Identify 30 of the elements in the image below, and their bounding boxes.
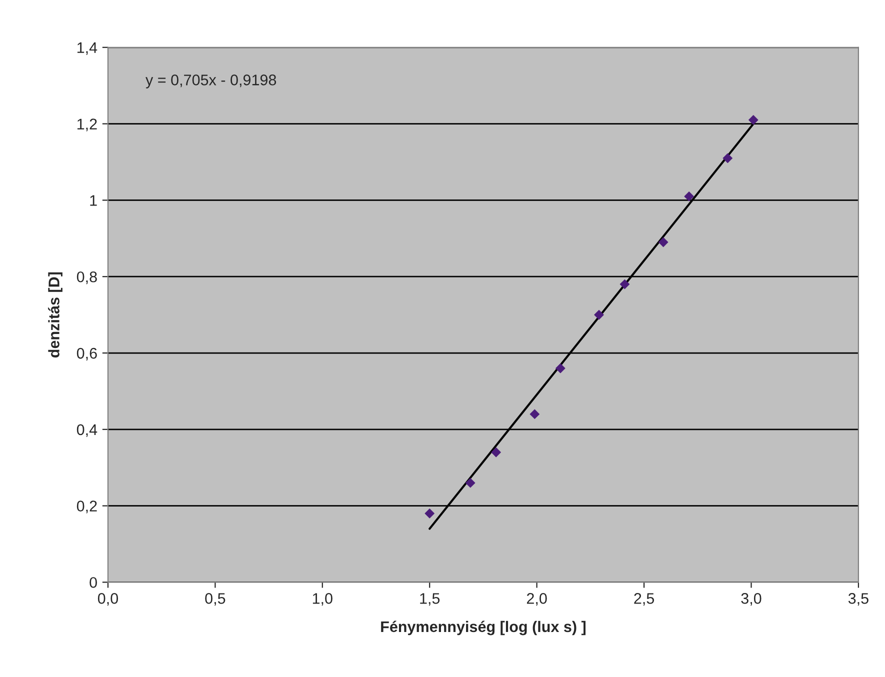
y-tick-label: 1	[90, 195, 97, 206]
point	[684, 192, 694, 202]
point	[748, 115, 758, 125]
point	[620, 279, 630, 290]
y-tick-label: 0,2	[76, 500, 97, 514]
point	[658, 237, 668, 248]
y-tick-label: 0,6	[76, 348, 97, 360]
x-tick-label: 3,5	[848, 593, 868, 606]
point	[594, 310, 604, 320]
x-tick-label: 0,5	[205, 593, 226, 606]
x-tick-label: 3,0	[741, 593, 762, 606]
y-tick-label: 1,4	[77, 42, 98, 55]
x-tick-label: 2,5	[634, 593, 654, 606]
y-axis-title: denzitás [D]	[48, 272, 62, 358]
x-tick-label: 0,0	[98, 593, 118, 606]
y-tick-label: 0,8	[76, 271, 97, 284]
y-tick-label: 0	[90, 577, 97, 588]
annotation: y = 0,705x - 0,9198	[146, 74, 276, 88]
x-tick-label: 2,0	[526, 593, 547, 606]
point	[530, 409, 540, 419]
point	[465, 478, 476, 488]
x-tick-label: 1,0	[312, 593, 332, 606]
x-tick-label: 1,5	[420, 593, 440, 606]
point	[424, 508, 434, 518]
x-axis-title: Fénymennyiség [log (lux s) ]	[381, 620, 586, 636]
y-tick-label: 1,2	[77, 118, 97, 132]
point	[556, 363, 566, 374]
y-tick-label: 0,4	[76, 424, 98, 437]
point	[722, 153, 733, 164]
point	[491, 447, 501, 458]
